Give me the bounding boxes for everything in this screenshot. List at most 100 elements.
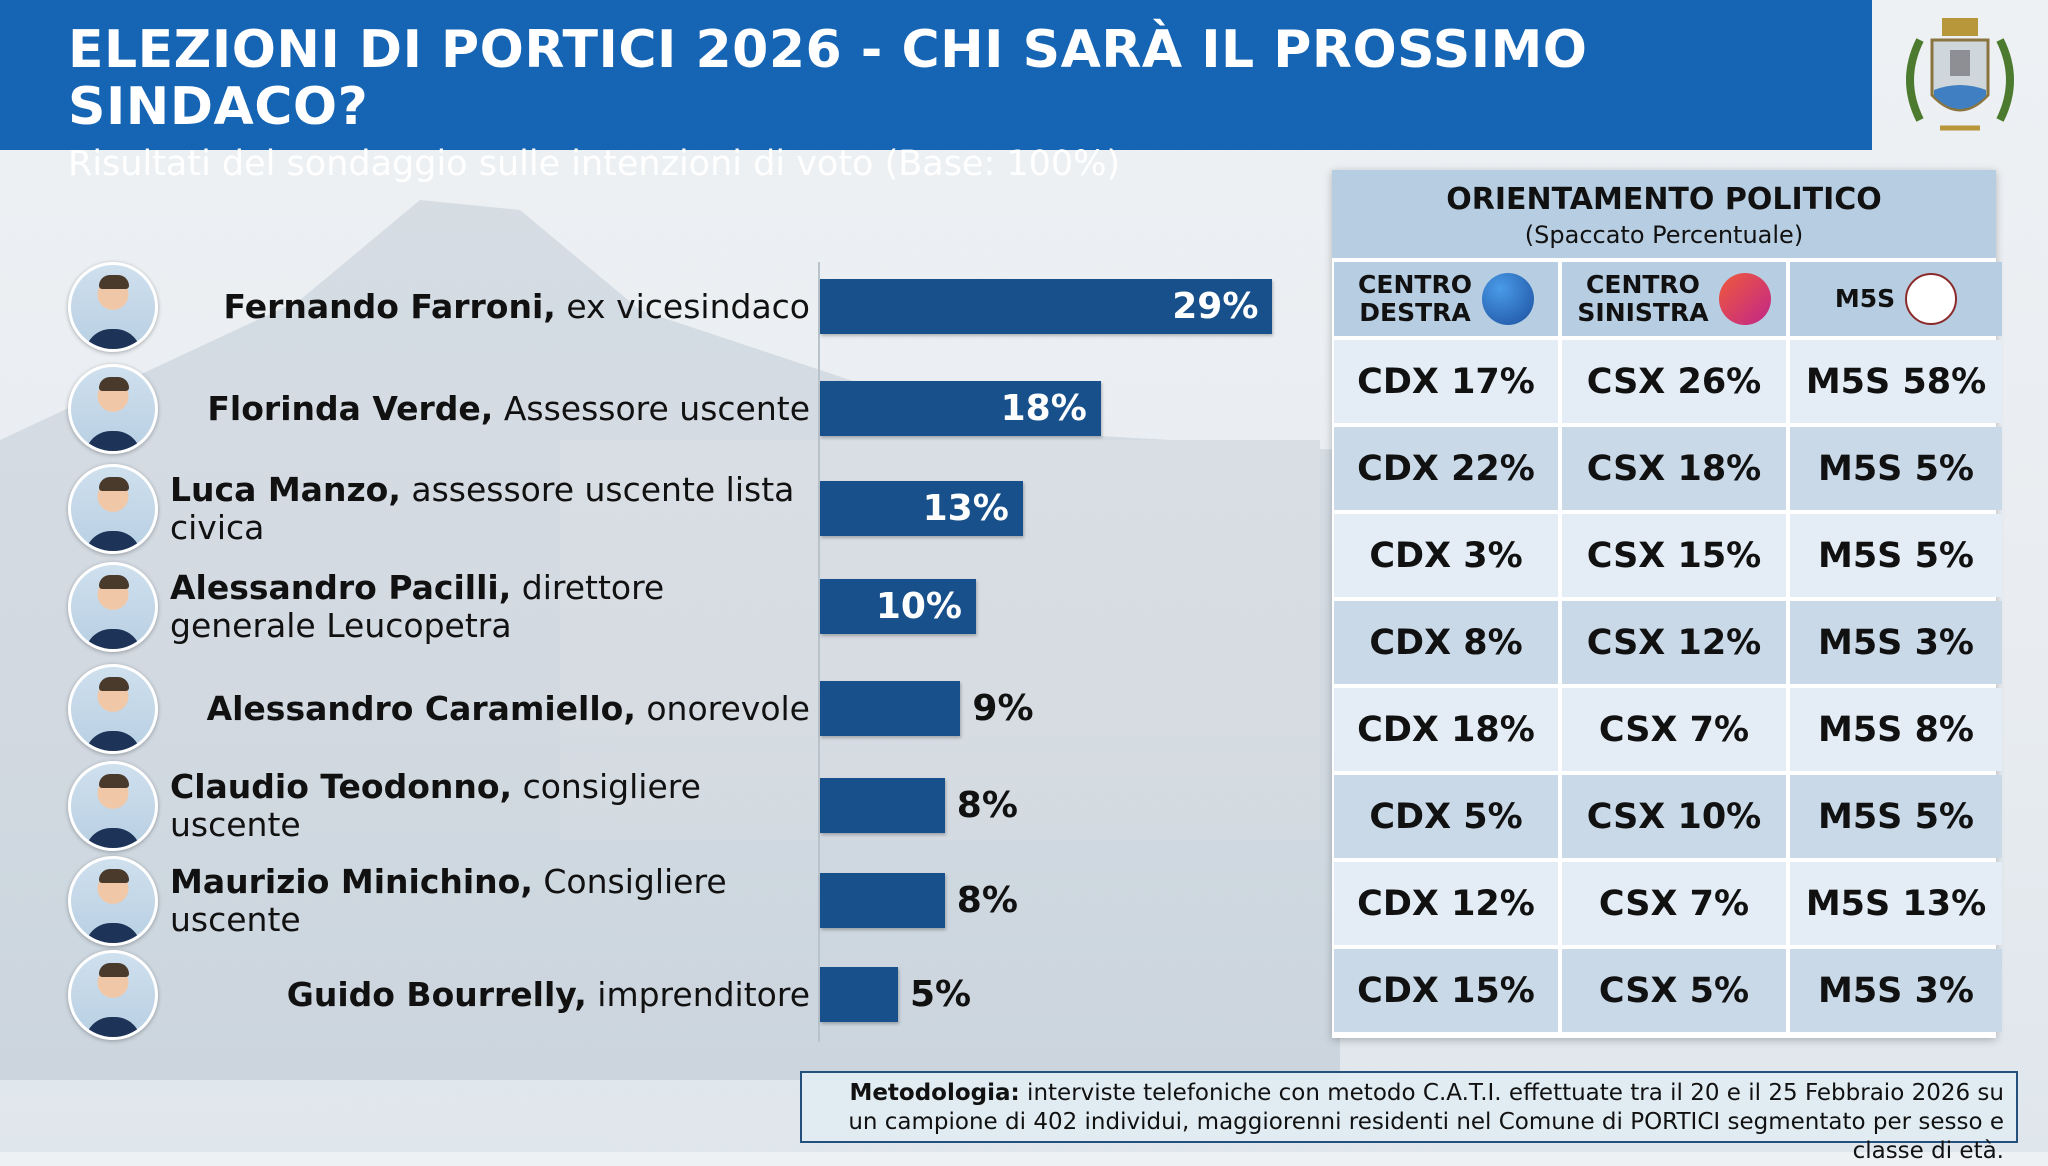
candidate-label: Fernando Farroni, ex vicesindaco — [223, 262, 810, 352]
candidate-row: Fernando Farroni, ex vicesindaco 29% — [0, 262, 1320, 352]
column-label-2: DESTRA — [1359, 298, 1471, 327]
table-cell: CSX 10% — [1562, 775, 1786, 858]
methodology-text: interviste telefoniche con metodo C.A.T.… — [848, 1080, 2004, 1164]
methodology-label: Metodologia: — [849, 1080, 1020, 1106]
bar — [820, 967, 898, 1022]
candidate-avatar — [68, 856, 158, 946]
table-cell: CDX 18% — [1334, 688, 1558, 771]
table-cell: M5S 5% — [1790, 427, 2002, 510]
candidate-name: Luca Manzo, — [170, 470, 401, 509]
political-orientation-table: ORIENTAMENTO POLITICO (Spaccato Percentu… — [1332, 170, 2002, 1038]
candidate-avatar — [68, 364, 158, 454]
column-label-1: CENTRO — [1358, 270, 1472, 299]
table-cell: M5S 5% — [1790, 514, 2002, 597]
party-logo-icon — [1481, 273, 1534, 325]
table-cell: CSX 18% — [1562, 427, 1786, 510]
header: ELEZIONI DI PORTICI 2026 - CHI SARÀ IL P… — [0, 0, 1872, 184]
table-cell: CDX 5% — [1334, 775, 1558, 858]
column-label-1: CENTRO — [1586, 270, 1700, 299]
column-header: CENTRO SINISTRA — [1562, 262, 1786, 336]
bar — [820, 873, 945, 928]
candidate-label: Guido Bourrelly, imprenditore — [287, 950, 810, 1040]
candidate-avatar — [68, 262, 158, 352]
candidate-avatar — [68, 761, 158, 851]
candidate-name: Florinda Verde, — [207, 389, 494, 428]
candidate-row: Guido Bourrelly, imprenditore 5% — [0, 950, 1320, 1040]
table-cell: CDX 15% — [1334, 949, 1558, 1032]
candidate-role: Consigliere uscente — [170, 862, 727, 939]
bar-value-label: 5% — [910, 974, 972, 1015]
candidate-row: Luca Manzo, assessore uscente lista civi… — [0, 464, 1320, 554]
table-cell: M5S 13% — [1790, 862, 2002, 945]
bar — [820, 579, 976, 634]
table-title: ORIENTAMENTO POLITICO — [1446, 182, 1882, 217]
candidate-row: Maurizio Minichino, Consigliere uscente … — [0, 856, 1320, 946]
table-cell: CSX 15% — [1562, 514, 1786, 597]
candidate-role: onorevole — [646, 689, 810, 728]
bar — [820, 778, 945, 833]
bar-value-label: 29% — [1172, 286, 1259, 327]
party-logo-icon — [1718, 273, 1771, 325]
candidate-role: ex vicesindaco — [566, 287, 810, 326]
column-header: CENTRO DESTRA — [1334, 262, 1558, 336]
candidate-row: Florinda Verde, Assessore uscente 18% — [0, 364, 1320, 454]
bar — [820, 381, 1101, 436]
column-label-2: SINISTRA — [1577, 298, 1709, 327]
table-cell: M5S 3% — [1790, 949, 2002, 1032]
party-logo-icon — [1905, 273, 1958, 325]
candidate-avatar — [68, 664, 158, 754]
table-cell: CDX 22% — [1334, 427, 1558, 510]
bar-value-label: 10% — [875, 586, 962, 627]
candidate-name: Alessandro Pacilli, — [170, 568, 512, 607]
candidate-avatar — [68, 562, 158, 652]
candidate-label: Alessandro Pacilli, direttore generale L… — [170, 562, 810, 652]
table-grid: CENTRO DESTRA CENTRO SINISTRA M5S CDX 17% C… — [1332, 258, 2002, 1032]
candidate-row: Alessandro Caramiello, onorevole 9% — [0, 664, 1320, 754]
candidate-role: assessore uscente lista civica — [170, 470, 795, 547]
candidate-role: Assessore uscente — [503, 389, 810, 428]
bar-value-label: 9% — [972, 688, 1034, 729]
table-cell: CSX 26% — [1562, 340, 1786, 423]
table-cell: M5S 58% — [1790, 340, 2002, 423]
page-subtitle: Risultati del sondaggio sulle intenzioni… — [68, 144, 1121, 185]
candidate-row: Alessandro Pacilli, direttore generale L… — [0, 562, 1320, 652]
bar-value-label: 8% — [956, 785, 1018, 826]
candidate-label: Florinda Verde, Assessore uscente — [207, 364, 810, 454]
candidate-avatar — [68, 464, 158, 554]
table-cell: CSX 7% — [1562, 688, 1786, 771]
table-cell: M5S 8% — [1790, 688, 2002, 771]
table-cell: M5S 3% — [1790, 601, 2002, 684]
candidate-role: direttore generale Leucopetra — [170, 568, 665, 645]
bar — [820, 681, 961, 736]
bar — [820, 481, 1023, 536]
bar-value-label: 8% — [956, 880, 1018, 921]
table-cell: CSX 12% — [1562, 601, 1786, 684]
candidate-role: imprenditore — [597, 975, 810, 1014]
table-cell: CDX 17% — [1334, 340, 1558, 423]
candidate-row: Claudio Teodonno, consigliere uscente 8% — [0, 761, 1320, 851]
candidate-name: Claudio Teodonno, — [170, 767, 513, 806]
table-cell: CDX 12% — [1334, 862, 1558, 945]
candidate-label: Alessandro Caramiello, onorevole — [207, 664, 810, 754]
table-cell: M5S 5% — [1790, 775, 2002, 858]
column-header: M5S — [1790, 262, 2002, 336]
chart-axis — [818, 262, 820, 1042]
candidate-avatar — [68, 950, 158, 1040]
column-label-1: M5S — [1834, 284, 1896, 313]
table-subtitle: (Spaccato Percentuale) — [1524, 221, 1804, 249]
candidate-name: Fernando Farroni, — [223, 287, 556, 326]
candidate-name: Guido Bourrelly, — [286, 975, 587, 1014]
bar-value-label: 13% — [922, 488, 1009, 529]
page-title: ELEZIONI DI PORTICI 2026 - CHI SARÀ IL P… — [68, 20, 1588, 138]
candidate-role: consigliere uscente — [170, 767, 701, 844]
candidate-name: Maurizio Minichino, — [170, 862, 533, 901]
bar-value-label: 18% — [1000, 388, 1087, 429]
bar — [820, 279, 1273, 334]
candidate-label: Claudio Teodonno, consigliere uscente — [170, 761, 810, 851]
table-title-block: ORIENTAMENTO POLITICO (Spaccato Percentu… — [1332, 170, 1996, 258]
table-cell: CDX 8% — [1334, 601, 1558, 684]
candidate-label: Luca Manzo, assessore uscente lista civi… — [170, 464, 810, 554]
candidate-name: Alessandro Caramiello, — [206, 689, 636, 728]
methodology-note: Metodologia: interviste telefoniche con … — [800, 1071, 2018, 1164]
portici-crest-icon — [1906, 18, 2014, 131]
